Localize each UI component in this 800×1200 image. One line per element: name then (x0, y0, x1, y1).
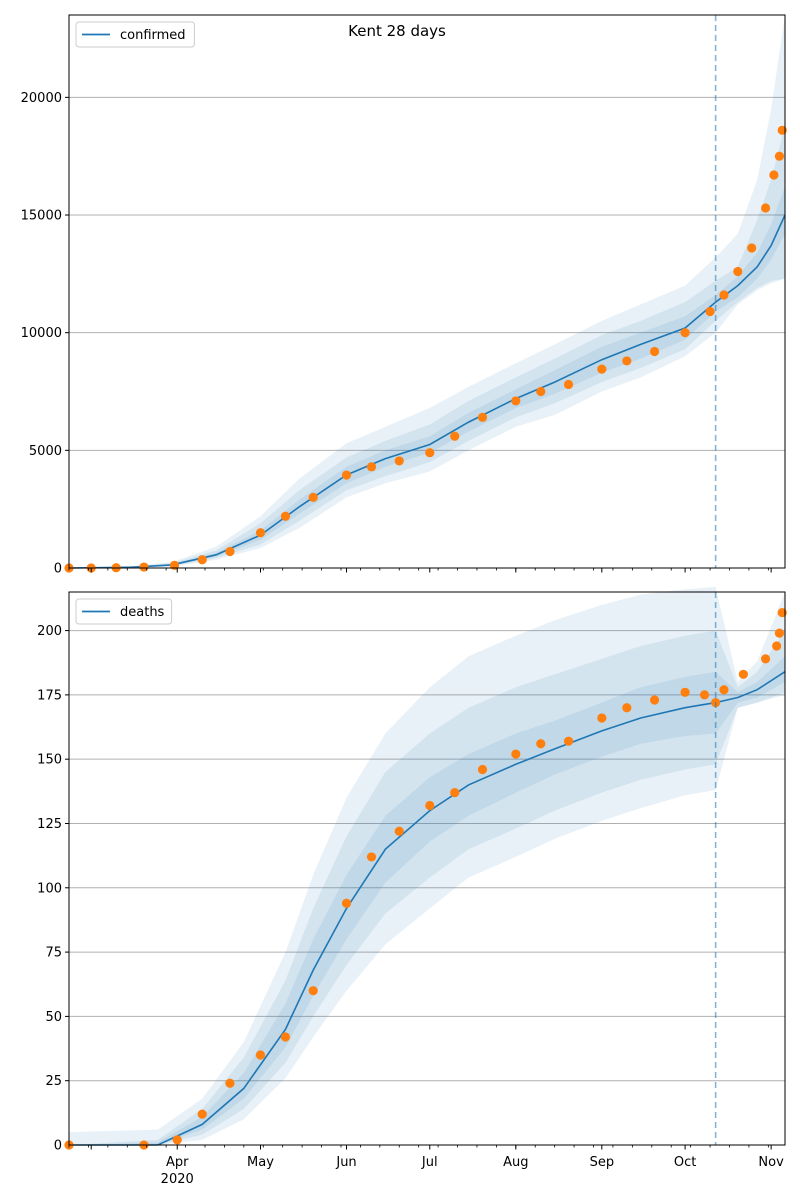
data-point (733, 266, 743, 277)
y-tick-label: 20000 (21, 91, 62, 106)
data-point (308, 492, 318, 503)
data-point (738, 669, 748, 679)
data-point (255, 1050, 266, 1060)
y-tick-label: 0 (54, 1139, 62, 1154)
x-tick-label: May (247, 1155, 274, 1170)
data-point (649, 346, 660, 357)
y-tick-label: 175 (37, 688, 62, 703)
y-tick-label: 200 (37, 624, 62, 639)
confidence-band-50 (69, 186, 785, 569)
data-point (197, 1109, 207, 1119)
data-point (769, 170, 779, 180)
data-point (172, 1135, 182, 1145)
data-point (563, 736, 574, 746)
data-point (308, 986, 318, 996)
data-point (280, 1032, 291, 1042)
confidence-band-80 (69, 125, 785, 568)
legend-box (75, 21, 195, 48)
data-point (597, 364, 607, 374)
data-point (197, 555, 207, 565)
confidence-band-80 (69, 630, 785, 1145)
y-tick-label: 15000 (21, 209, 62, 224)
legend-box (75, 598, 173, 625)
data-point (511, 749, 521, 759)
y-tick-label: 50 (45, 1010, 62, 1025)
data-point (477, 764, 488, 775)
x-tick-label: Apr (166, 1155, 189, 1170)
y-tick-label: 75 (45, 946, 62, 961)
y-tick-label: 0 (54, 562, 62, 577)
data-point (394, 456, 404, 466)
data-point (139, 562, 149, 572)
data-point (705, 306, 715, 317)
y-tick-label: 150 (37, 753, 62, 768)
chart-title: Kent 28 days (348, 22, 446, 40)
x-tick-sublabel: 2020 (161, 1172, 194, 1187)
y-tick-label: 5000 (29, 444, 62, 459)
data-point (450, 431, 460, 441)
data-point (772, 641, 782, 651)
axes-frame (68, 591, 786, 1146)
data-point (366, 462, 377, 472)
x-tick-label: Jul (421, 1155, 438, 1170)
y-tick-label: 125 (37, 817, 62, 832)
legend-label: deaths (120, 605, 165, 620)
data-point (366, 852, 377, 862)
data-point (225, 546, 235, 557)
x-tick-label: Oct (674, 1155, 696, 1170)
data-point (774, 628, 785, 638)
data-point (425, 800, 435, 811)
data-point (563, 379, 574, 390)
y-tick-label: 100 (37, 881, 62, 896)
data-point (511, 396, 521, 406)
data-point (680, 328, 690, 338)
x-tick-label: Jun (335, 1155, 356, 1170)
data-point (622, 356, 632, 366)
legend-label: confirmed (120, 28, 186, 43)
data-point (760, 203, 771, 213)
confidence-band-95 (69, 586, 785, 1145)
data-point (477, 412, 488, 422)
series-line-confirmed (68, 214, 786, 569)
data-point (425, 448, 435, 458)
data-point (394, 826, 404, 836)
data-point (536, 386, 546, 397)
data-point (225, 1078, 235, 1088)
data-point (622, 703, 632, 713)
data-point (774, 151, 785, 161)
y-tick-label: 10000 (21, 326, 62, 341)
x-tick-label: Aug (503, 1155, 528, 1170)
data-point (649, 695, 660, 705)
data-point (536, 739, 546, 749)
data-point (719, 290, 729, 300)
data-point (280, 511, 291, 521)
data-point (450, 788, 460, 798)
data-point (680, 687, 690, 697)
data-point (341, 898, 352, 908)
data-point (341, 470, 352, 480)
x-tick-label: Sep (590, 1155, 615, 1170)
data-point (597, 713, 607, 723)
axes-frame (68, 14, 786, 569)
data-point (747, 243, 757, 253)
x-tick-label: Nov (758, 1155, 784, 1170)
data-point (699, 690, 710, 700)
y-tick-label: 25 (45, 1074, 62, 1089)
data-point (719, 685, 729, 695)
confidence-band-95 (69, 15, 785, 568)
data-point (255, 528, 266, 538)
data-point (760, 654, 771, 664)
